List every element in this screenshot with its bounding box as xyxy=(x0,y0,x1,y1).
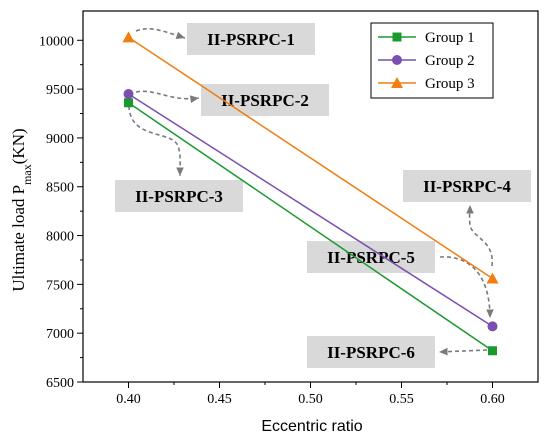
legend-label-group-3: Group 3 xyxy=(425,76,475,92)
legend-marker-group-1 xyxy=(392,32,402,42)
y-tick-label: 8500 xyxy=(46,181,74,196)
annotation-3-label: II-PSRPC-3 xyxy=(135,187,223,206)
y-tick-label: 7500 xyxy=(46,278,74,293)
legend-marker-group-2 xyxy=(392,55,402,65)
y-tick-label: 6500 xyxy=(46,376,74,391)
legend-label-group-2: Group 2 xyxy=(425,53,475,69)
y-tick-label: 9000 xyxy=(46,132,74,147)
legend-marker-group-3 xyxy=(391,77,403,88)
annotation-4-label: II-PSRPC-4 xyxy=(423,177,511,196)
y-axis-title: Ultimate load Pmax(KN) xyxy=(9,128,34,291)
data-point-group-1 xyxy=(488,346,497,356)
annotation-6-label: II-PSRPC-6 xyxy=(327,343,415,362)
x-tick-label: 0.40 xyxy=(116,392,141,407)
data-point-group-2 xyxy=(487,321,498,332)
annotation-6: II-PSRPC-6 xyxy=(307,336,488,368)
y-tick-label: 10000 xyxy=(39,34,74,49)
annotation-2: II-PSRPC-2 xyxy=(135,84,329,116)
data-point-group-3 xyxy=(122,31,135,43)
series-line-group-3 xyxy=(128,36,493,280)
annotation-2-label: II-PSRPC-2 xyxy=(221,91,309,110)
x-tick-label: 0.60 xyxy=(480,392,505,407)
x-tick-label: 0.50 xyxy=(298,392,323,407)
x-tick-label: 0.45 xyxy=(207,392,232,407)
annotation-3: II-PSRPC-3 xyxy=(115,105,243,212)
legend-label-group-1: Group 1 xyxy=(425,30,475,46)
data-point-group-2 xyxy=(123,88,134,99)
series-line-group-1 xyxy=(128,102,493,352)
data-point-group-1 xyxy=(124,98,133,108)
series-line-group-2 xyxy=(128,93,493,327)
axes: 0.40 0.45 0.50 0.55 0.60 6500 7000 7500 8000 8500… xyxy=(39,10,539,407)
annotation-5-label: II-PSRPC-5 xyxy=(327,248,415,267)
annotation-1-label: II-PSRPC-1 xyxy=(207,30,295,49)
series-layer xyxy=(122,31,499,356)
x-axis-title: Eccentric ratio xyxy=(261,418,362,435)
legend: Group 1 Group 2 Group 3 xyxy=(370,22,494,99)
y-tick-label: 7000 xyxy=(46,327,74,342)
x-tick-label: 0.55 xyxy=(389,392,414,407)
y-tick-label: 8000 xyxy=(46,230,74,245)
y-tick-label: 9500 xyxy=(46,83,74,98)
annotation-4: II-PSRPC-4 xyxy=(403,170,531,267)
legend-box xyxy=(370,22,494,99)
annotation-1: II-PSRPC-1 xyxy=(135,23,315,55)
annotations: II-PSRPC-1 II-PSRPC-2 II-PSRPC-3 II-PSRP… xyxy=(115,23,531,368)
data-point-group-3 xyxy=(486,272,499,284)
